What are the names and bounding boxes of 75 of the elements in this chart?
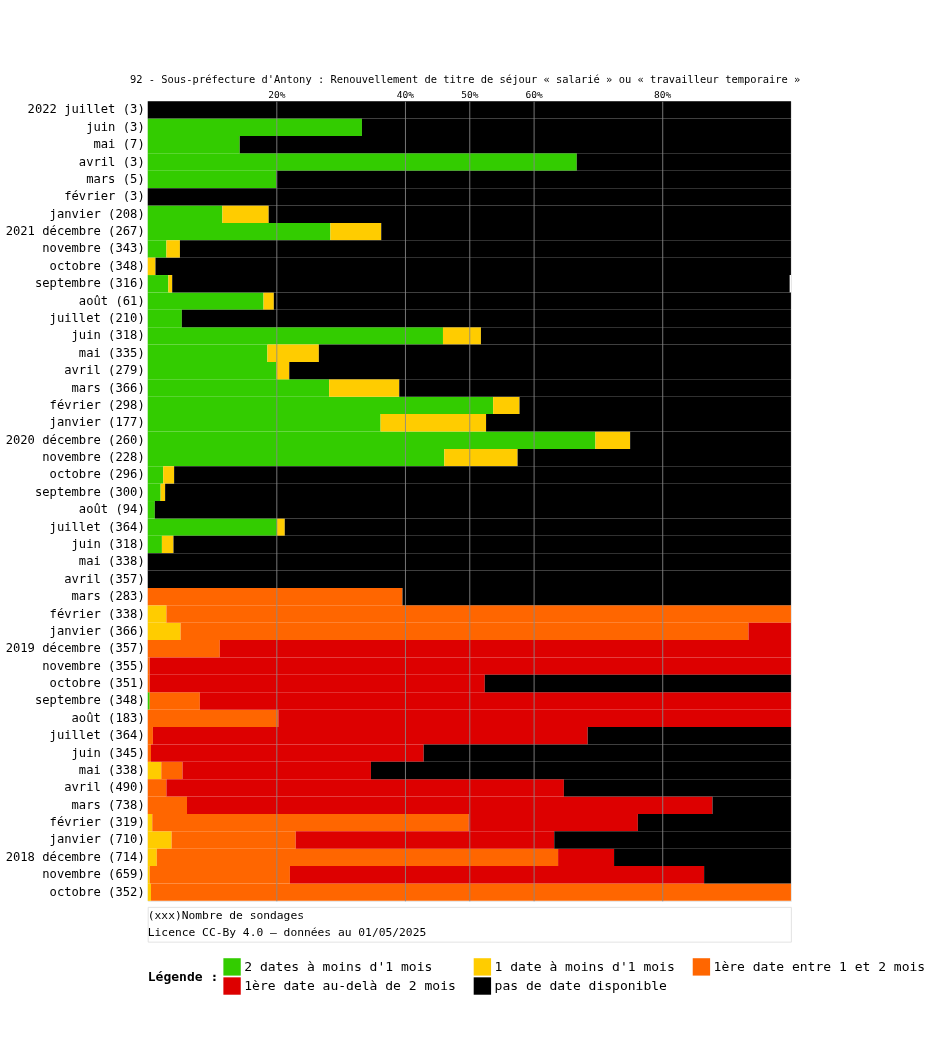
legend-label: 1ère date entre 1 et 2 mois bbox=[713, 959, 926, 975]
text: (xxx)Nombre de sondages bbox=[147, 909, 304, 923]
legend-label: 2 dates à moins d'1 mois bbox=[244, 959, 433, 975]
y-tick-label: septembre (300) bbox=[34, 484, 145, 499]
bar bbox=[168, 275, 173, 293]
y-tick-label: novembre (228) bbox=[42, 450, 145, 465]
chart-title: 92 - Sous-préfecture d'Antony : Renouvellement de titre de séjour « salarié » ou « travailleur temporaire » bbox=[129, 73, 801, 86]
bar bbox=[444, 448, 518, 467]
bar bbox=[277, 518, 285, 536]
y-tick-label: 2022 juillet (3) bbox=[27, 102, 145, 117]
y-tick-label: mai (338) bbox=[78, 554, 145, 569]
bar bbox=[595, 431, 631, 449]
y-tick-label: juin (345) bbox=[71, 745, 145, 760]
y-tick-label: août (183) bbox=[71, 710, 145, 725]
y-tick-label: avril (357) bbox=[64, 571, 145, 586]
y-tick-label: avril (3) bbox=[78, 154, 145, 169]
legend-label: 1 date à moins d'1 mois bbox=[494, 959, 675, 975]
y-tick-label: mars (5) bbox=[86, 171, 145, 186]
text: Licence CC-By 4.0 — données au 01/05/2025 bbox=[147, 926, 427, 940]
y-tick-label: novembre (659) bbox=[42, 867, 145, 882]
bar bbox=[222, 205, 269, 223]
x-tick-label: 50% bbox=[461, 89, 479, 101]
y-tick-label: mai (335) bbox=[78, 345, 145, 360]
y-tick-label: mai (7) bbox=[93, 137, 145, 152]
y-tick-label: juin (318) bbox=[71, 536, 145, 551]
y-tick-label: 2021 décembre (267) bbox=[5, 224, 145, 239]
y-tick-label: août (61) bbox=[78, 293, 145, 308]
bar bbox=[329, 379, 400, 397]
y-tick-label: novembre (343) bbox=[42, 241, 145, 256]
y-tick-label: octobre (352) bbox=[49, 884, 145, 899]
y-tick-label: avril (490) bbox=[64, 780, 145, 795]
y-tick-label: octobre (296) bbox=[49, 467, 145, 482]
y-tick-label: janvier (177) bbox=[49, 415, 145, 430]
y-tick-label: juin (318) bbox=[71, 328, 145, 343]
y-tick-label: janvier (366) bbox=[49, 623, 145, 638]
legend-label: 1ère date au-delà de 2 mois bbox=[244, 978, 456, 994]
legend-label: pas de date disponible bbox=[494, 978, 668, 994]
y-tick-label: février (298) bbox=[49, 397, 145, 412]
x-tick-label: 40% bbox=[396, 89, 415, 101]
bar bbox=[166, 240, 180, 258]
y-tick-label: novembre (355) bbox=[42, 658, 145, 673]
bar bbox=[330, 222, 382, 241]
y-tick-label: mars (738) bbox=[71, 797, 145, 812]
y-tick-label: octobre (351) bbox=[49, 676, 145, 691]
y-tick-label: février (338) bbox=[49, 606, 145, 621]
x-tick-label: 80% bbox=[654, 89, 672, 101]
y-tick-label: mai (338) bbox=[78, 762, 145, 777]
y-tick-label: septembre (316) bbox=[34, 276, 145, 291]
y-tick-label: février (3) bbox=[64, 189, 145, 204]
y-tick-label: mars (283) bbox=[71, 589, 145, 604]
y-tick-label: 2018 décembre (714) bbox=[5, 849, 145, 864]
y-tick-label: 2019 décembre (357) bbox=[5, 641, 145, 656]
bar bbox=[161, 535, 174, 554]
y-tick-label: août (94) bbox=[78, 502, 145, 517]
y-tick-label: juillet (364) bbox=[49, 728, 145, 743]
bar bbox=[442, 327, 481, 345]
y-tick-label: juin (3) bbox=[86, 119, 145, 134]
bar bbox=[263, 292, 274, 310]
x-tick-label: 20% bbox=[268, 89, 286, 101]
y-tick-label: juillet (364) bbox=[49, 519, 145, 534]
x-tick-label: 60% bbox=[525, 89, 543, 101]
y-tick-label: avril (279) bbox=[64, 363, 145, 378]
bar bbox=[493, 396, 520, 415]
y-tick-label: mars (366) bbox=[71, 380, 145, 395]
y-tick-label: 2020 décembre (260) bbox=[5, 432, 145, 447]
y-tick-label: octobre (348) bbox=[49, 258, 145, 273]
y-tick-label: février (319) bbox=[49, 815, 145, 830]
y-tick-label: janvier (710) bbox=[49, 832, 145, 847]
y-tick-label: juillet (210) bbox=[49, 310, 145, 325]
bar bbox=[380, 414, 487, 432]
y-tick-label: septembre (348) bbox=[34, 693, 145, 708]
bar bbox=[484, 674, 791, 693]
bar bbox=[147, 761, 162, 780]
y-tick-label: janvier (208) bbox=[49, 206, 145, 221]
legend-title: Légende : bbox=[147, 968, 219, 984]
